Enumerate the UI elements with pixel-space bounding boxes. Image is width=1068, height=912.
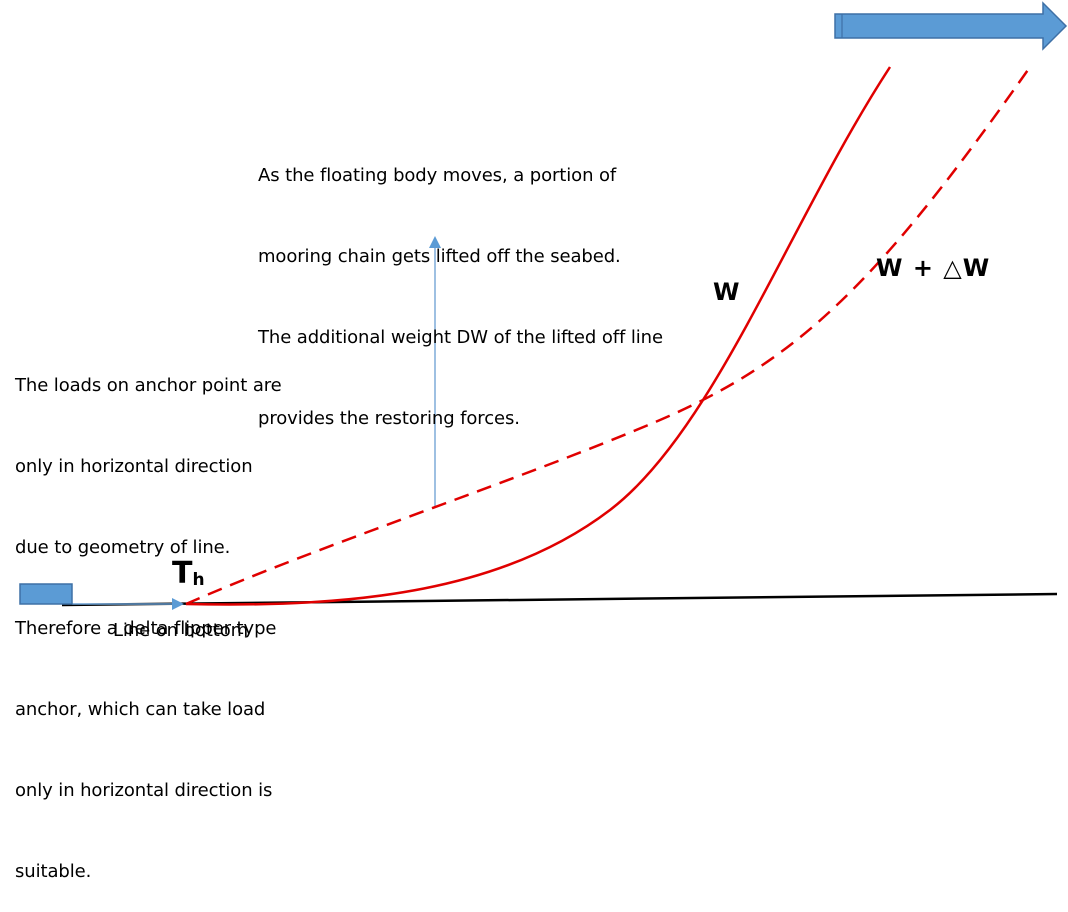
- chain-initial-curve: [185, 66, 892, 606]
- anchor-load-note-line: anchor, which can take load: [15, 699, 266, 720]
- seabed-line: [61, 592, 1058, 607]
- lift-off-note-line: mooring chain gets lifted off the seabed…: [258, 246, 621, 267]
- anchor-load-note: The loads on anchor point are only in ho…: [15, 318, 282, 912]
- chain-displaced-curve: [185, 66, 1032, 606]
- lift-off-note-line: provides the restoring forces.: [258, 408, 520, 429]
- weight-plus-delta-label: W + △W: [876, 254, 991, 282]
- horizontal-tension-label: Th: [172, 556, 205, 591]
- weight-label: W: [713, 278, 740, 306]
- anchor-load-note-line: Therefore a delta flipper type: [15, 618, 277, 639]
- displacement-arrow: [834, 1, 1068, 51]
- anchor-load-note-line: The loads on anchor point are: [15, 375, 282, 396]
- anchor-load-note-line: only in horizontal direction: [15, 456, 253, 477]
- anchor-load-note-line: suitable.: [15, 861, 92, 882]
- tension-subscript: h: [192, 570, 205, 590]
- anchor-load-note-line: only in horizontal direction is: [15, 780, 273, 801]
- line-on-bottom-label: Line on bottom: [113, 620, 249, 641]
- lift-off-note: As the floating body moves, a portion of…: [258, 108, 663, 459]
- tension-arrow-head: [172, 598, 184, 610]
- lift-arrow-head: [429, 236, 441, 248]
- lift-off-note-line: The additional weight DW of the lifted o…: [258, 327, 663, 348]
- lift-off-note-line: As the floating body moves, a portion of: [258, 165, 617, 186]
- tension-symbol: T: [172, 556, 193, 591]
- anchor-load-note-line: due to geometry of line.: [15, 537, 231, 558]
- anchor-block: [19, 583, 73, 605]
- mooring-diagram: [19, 1, 1068, 610]
